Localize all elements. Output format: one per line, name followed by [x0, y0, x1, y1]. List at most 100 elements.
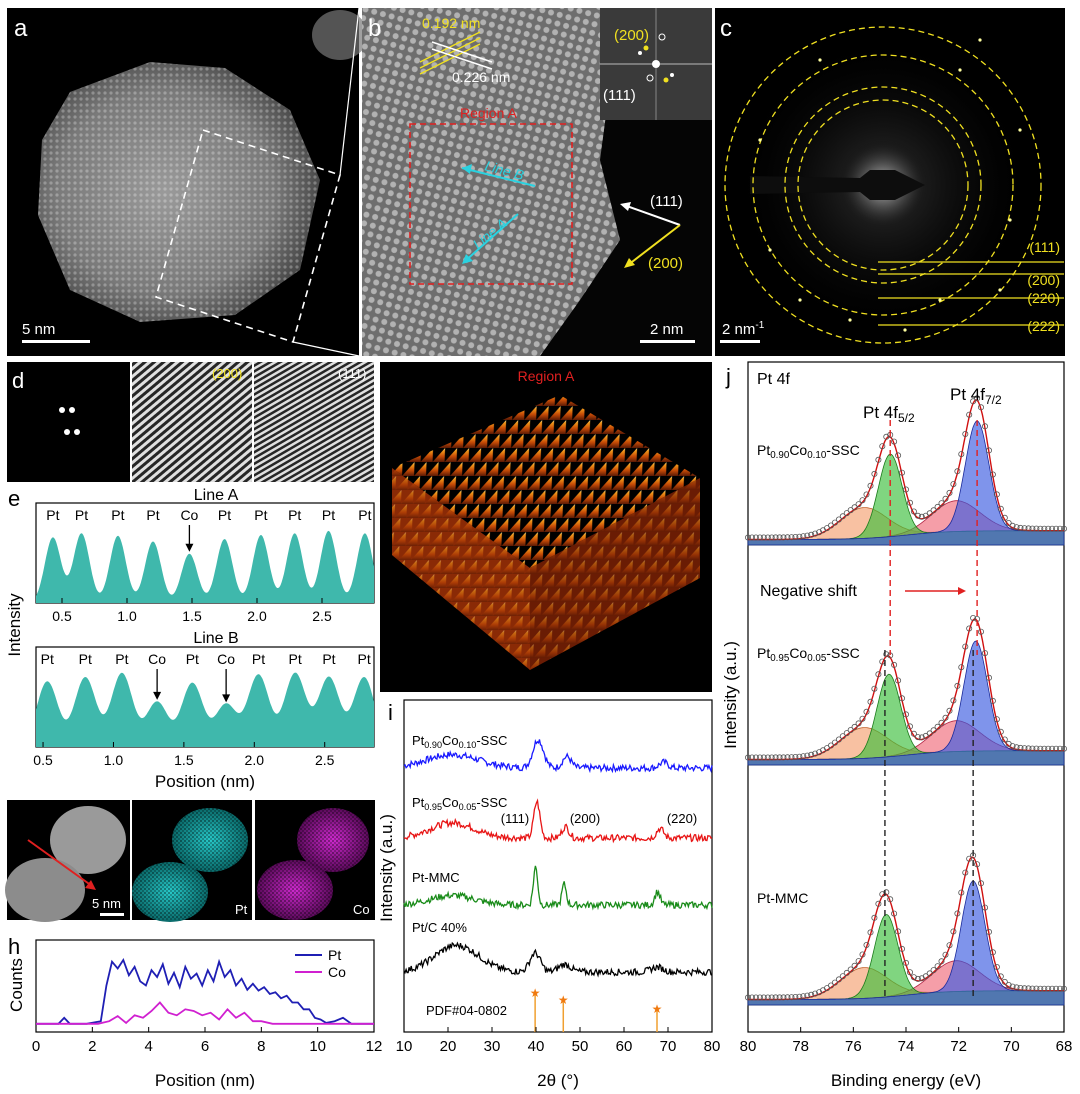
x-tick-label: 60: [616, 1038, 633, 1055]
xps-data-point: [986, 447, 993, 454]
xps-data-point: [950, 697, 957, 704]
xps-data-point: [974, 861, 981, 868]
xps-data-point: [831, 519, 838, 526]
spacing-line: [419, 31, 481, 63]
xps-data-point: [962, 430, 969, 437]
e-ylabel: Intensity: [5, 593, 24, 657]
h-xlabel: Position (nm): [155, 1071, 255, 1090]
xps-data-point: [1025, 745, 1032, 752]
xps-data-point: [816, 529, 823, 536]
xps-data-point: [760, 994, 767, 1001]
xps-data-point: [1005, 520, 1012, 527]
xps-data-point: [776, 754, 783, 761]
panel-letter-i: i: [388, 700, 393, 725]
xps-data-point: [847, 727, 854, 734]
x-tick-label: 72: [950, 1038, 967, 1055]
xps-data-point: [903, 959, 910, 966]
x-tick-label: 1.5: [174, 752, 194, 768]
xps-data-point: [1057, 525, 1064, 532]
diffraction-spot: [768, 248, 772, 252]
reference-star: ★: [652, 1002, 663, 1016]
xps-data-point: [989, 471, 996, 478]
xps-data-point: [926, 970, 933, 977]
xps-data-point: [843, 730, 850, 737]
ring-label: (111): [1029, 239, 1060, 255]
panel-f: Region A f: [380, 362, 712, 692]
x-tick-label: 10: [309, 1038, 326, 1055]
xps-data-point: [808, 751, 815, 758]
panel-a: 5 nm a: [7, 7, 368, 357]
xps-data-point: [954, 682, 961, 689]
xrd-series-label: Pt0.95Co0.05-SSC: [412, 795, 507, 812]
xps-data-point: [922, 973, 929, 980]
xps-data-point: [938, 958, 945, 965]
scale-bar-b: [640, 340, 695, 343]
xps-data-point: [839, 973, 846, 980]
diffraction-ring: [784, 86, 982, 284]
xrd-series-label: Pt0.90Co0.10-SSC: [412, 733, 507, 750]
xps-data-point: [950, 928, 957, 935]
atom-label: Pt: [115, 651, 128, 667]
xps-data-point: [1041, 985, 1048, 992]
panel-b: (200) (111) 0.192 nm 0.226 nm Region A L…: [362, 8, 712, 356]
xps-data-point: [863, 942, 870, 949]
region-a-label: Region A: [460, 105, 517, 121]
xps-data-point: [1017, 744, 1024, 751]
nanoparticle-lattice: [38, 62, 320, 322]
xps-data-point: [749, 534, 756, 541]
xps-data-point: [1013, 984, 1020, 991]
xrd-pattern: [403, 865, 713, 911]
xps-data-point: [1037, 745, 1044, 752]
xps-fit-envelope: [748, 856, 1064, 1001]
xps-data-point: [847, 966, 854, 973]
xps-data-point: [749, 994, 756, 1001]
xps-data-point: [1001, 514, 1008, 521]
xps-data-point: [1005, 982, 1012, 989]
diffraction-spot: [798, 298, 802, 302]
xps-data-point: [796, 993, 803, 1000]
surface-front-right: [530, 478, 700, 670]
atom-label: Pt: [358, 507, 371, 523]
x-tick-label: 80: [704, 1038, 721, 1055]
atom-label: Pt: [322, 507, 335, 523]
diffraction-spot: [758, 138, 762, 142]
xps-data-point: [855, 958, 862, 965]
scale-label-c: 2 nm-1: [722, 320, 765, 338]
spacing-line: [431, 48, 493, 70]
xps-data-point: [1021, 525, 1028, 532]
x-tick-label: 2.5: [312, 608, 332, 624]
xps-data-point: [962, 869, 969, 876]
xps-data-point: [982, 904, 989, 911]
x-tick-label: 78: [792, 1038, 809, 1055]
atom-label: Pt: [46, 507, 59, 523]
xps-data-point: [756, 994, 763, 1001]
xps-data-point: [989, 697, 996, 704]
xps-data-point: [851, 504, 858, 511]
xps-data-point: [745, 994, 752, 1001]
xps-data-point: [764, 534, 771, 541]
x-tick-label: 8: [257, 1038, 265, 1055]
diffraction-spot: [903, 328, 907, 332]
xps-data-point: [946, 489, 953, 496]
profile-area: [36, 672, 374, 747]
xps-data-point: [1049, 985, 1056, 992]
x-tick-label: 0: [32, 1038, 40, 1055]
xps-data-point: [1001, 736, 1008, 743]
filter-mask: [7, 362, 130, 482]
xrd-peak-label: (111): [501, 811, 529, 826]
region-a-box: [409, 123, 573, 285]
xps-data-point: [831, 739, 838, 746]
xps-data-point: [899, 469, 906, 476]
spacing-line: [431, 41, 493, 63]
xps-data-point: [768, 534, 775, 541]
atom-label: Co: [217, 651, 235, 667]
xps-data-point: [958, 664, 965, 671]
line-a-arrowhead: [462, 254, 473, 264]
xps-data-point: [895, 452, 902, 459]
xps-data-point: [1045, 985, 1052, 992]
xps-data-point: [816, 749, 823, 756]
pt-map-noise: [132, 800, 252, 920]
xps-data-point: [946, 942, 953, 949]
xps-data-point: [855, 501, 862, 508]
x-tick-label: 0.5: [52, 608, 72, 624]
